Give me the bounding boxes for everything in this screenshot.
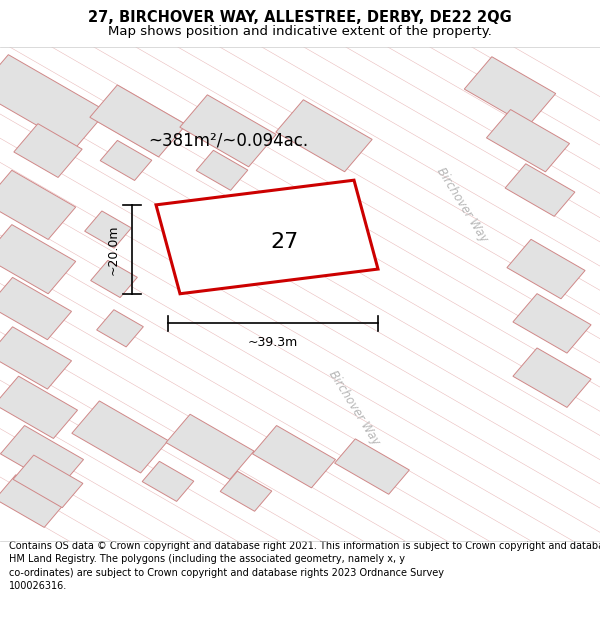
Polygon shape [0,376,77,439]
Polygon shape [166,414,254,479]
Polygon shape [507,239,585,299]
Text: 27, BIRCHOVER WAY, ALLESTREE, DERBY, DE22 2QG: 27, BIRCHOVER WAY, ALLESTREE, DERBY, DE2… [88,10,512,25]
Polygon shape [505,164,575,216]
Text: ~381m²/~0.094ac.: ~381m²/~0.094ac. [148,132,308,149]
Text: Map shows position and indicative extent of the property.: Map shows position and indicative extent… [108,26,492,39]
Polygon shape [90,85,186,157]
Polygon shape [335,439,409,494]
Polygon shape [487,109,569,172]
Polygon shape [274,250,398,569]
Polygon shape [0,475,65,528]
Polygon shape [0,54,107,148]
Polygon shape [97,310,143,347]
Polygon shape [464,57,556,126]
Polygon shape [0,224,76,294]
Polygon shape [156,180,378,294]
Polygon shape [382,19,518,436]
Polygon shape [180,95,276,167]
Polygon shape [276,100,372,172]
Polygon shape [196,150,248,191]
Polygon shape [253,426,335,488]
Polygon shape [100,141,152,181]
Polygon shape [142,461,194,501]
Polygon shape [0,170,76,239]
Text: 27: 27 [271,232,299,252]
Text: Birchover Way: Birchover Way [326,368,382,447]
Polygon shape [1,426,83,488]
Text: Contains OS data © Crown copyright and database right 2021. This information is : Contains OS data © Crown copyright and d… [9,541,600,591]
Polygon shape [72,401,168,473]
Polygon shape [0,327,71,389]
Polygon shape [513,348,591,408]
Text: ~39.3m: ~39.3m [248,336,298,349]
Text: ~20.0m: ~20.0m [107,224,120,274]
Polygon shape [13,455,83,508]
Polygon shape [85,211,131,248]
Polygon shape [220,471,272,511]
Text: Birchover Way: Birchover Way [434,165,490,244]
Polygon shape [14,124,82,177]
Polygon shape [91,261,137,298]
Polygon shape [513,294,591,353]
Polygon shape [0,278,71,340]
